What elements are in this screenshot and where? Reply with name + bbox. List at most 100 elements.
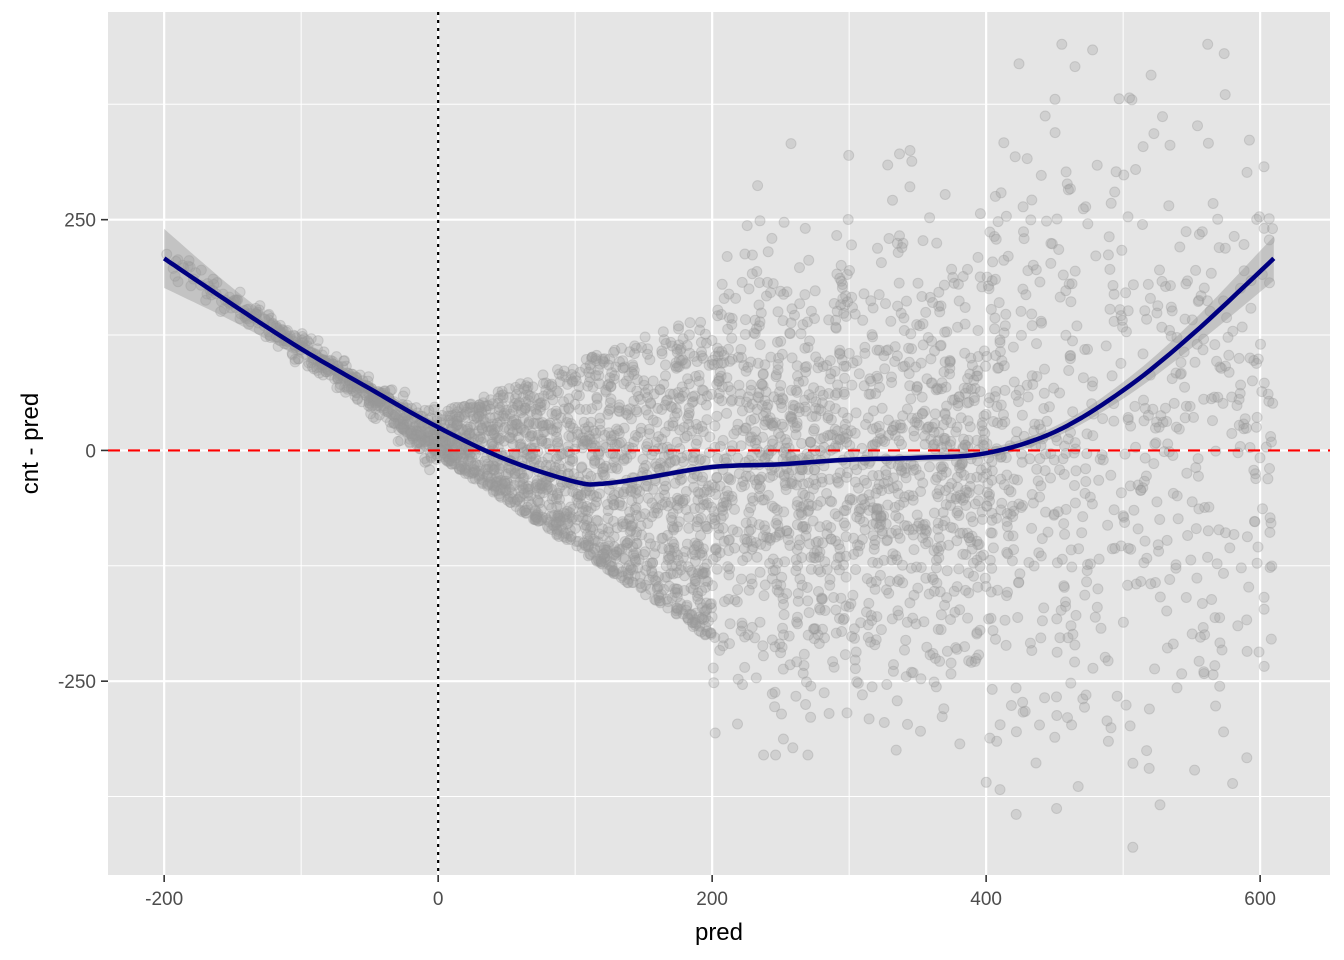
data-point: [563, 393, 575, 405]
data-point: [750, 672, 762, 684]
data-point: [880, 465, 892, 476]
data-point: [404, 416, 416, 428]
x-tick-label: 200: [696, 889, 728, 910]
data-point: [879, 363, 891, 375]
data-point: [1084, 491, 1096, 503]
data-point: [669, 477, 681, 489]
data-point: [399, 423, 411, 435]
data-point: [338, 355, 350, 367]
data-point: [960, 584, 971, 596]
data-point: [551, 517, 563, 529]
data-point: [301, 335, 313, 347]
data-point: [1102, 655, 1114, 667]
data-point: [1258, 603, 1270, 615]
data-point: [306, 361, 318, 373]
data-point: [185, 280, 197, 292]
data-point: [447, 409, 458, 421]
data-point: [758, 749, 770, 761]
y-tick-label: 250: [64, 211, 96, 232]
data-point: [1264, 512, 1276, 524]
x-tick-label: -200: [145, 889, 183, 910]
data-point: [945, 614, 956, 625]
data-point: [817, 361, 829, 372]
data-point: [854, 503, 866, 515]
data-point: [778, 216, 790, 228]
data-point: [824, 495, 836, 507]
data-point: [378, 404, 390, 416]
data-point: [571, 436, 583, 448]
data-point: [818, 432, 830, 444]
data-point: [886, 613, 898, 625]
data-point: [1251, 557, 1263, 569]
data-point: [766, 232, 778, 244]
data-point: [757, 531, 769, 542]
data-point: [281, 325, 293, 336]
data-point: [384, 416, 396, 428]
data-point: [320, 366, 332, 378]
data-point: [311, 343, 323, 355]
data-point: [907, 464, 919, 476]
data-point: [930, 681, 942, 693]
data-point: [1263, 213, 1275, 225]
data-point: [867, 302, 879, 314]
data-point: [419, 404, 431, 416]
data-point: [830, 321, 842, 333]
data-point: [184, 261, 196, 273]
data-point: [494, 490, 505, 502]
data-point: [609, 344, 621, 356]
data-point: [709, 632, 721, 643]
data-point: [580, 362, 592, 374]
data-point: [604, 536, 616, 548]
data-point: [792, 611, 803, 623]
data-point: [750, 426, 761, 438]
data-point: [293, 353, 305, 365]
data-point: [757, 369, 769, 381]
data-point: [792, 595, 804, 607]
data-point: [666, 401, 678, 413]
data-point: [1233, 352, 1245, 364]
data-point: [1154, 514, 1166, 525]
data-point: [1267, 223, 1278, 235]
data-point: [893, 277, 905, 289]
data-point: [787, 742, 799, 754]
data-point: [713, 376, 724, 387]
data-point: [413, 420, 425, 432]
data-point: [363, 394, 375, 406]
data-point: [547, 490, 559, 502]
data-point: [878, 350, 890, 362]
data-point: [1164, 139, 1176, 151]
data-point: [842, 214, 854, 225]
data-point: [818, 687, 830, 699]
data-point: [890, 744, 902, 756]
data-point: [546, 381, 558, 393]
data-point: [1093, 474, 1105, 486]
data-point: [530, 479, 542, 491]
data-point: [1015, 305, 1027, 317]
data-point: [952, 481, 964, 493]
data-point: [1036, 533, 1048, 545]
data-point: [965, 511, 977, 523]
data-point: [416, 430, 428, 442]
data-point: [671, 602, 683, 614]
data-point: [651, 583, 663, 595]
data-point: [772, 359, 784, 370]
data-point: [252, 306, 264, 318]
data-point: [890, 510, 902, 522]
data-point: [404, 433, 416, 445]
data-point: [980, 360, 991, 372]
data-point: [809, 285, 821, 297]
data-point: [802, 629, 814, 641]
data-point: [420, 434, 431, 446]
data-point: [1214, 637, 1226, 649]
data-point: [995, 504, 1007, 516]
data-point: [1057, 269, 1069, 281]
data-point: [263, 308, 275, 320]
data-point: [631, 509, 642, 521]
data-point: [752, 180, 764, 192]
data-point: [489, 412, 501, 424]
data-point: [998, 137, 1010, 149]
data-point: [688, 455, 700, 467]
data-point: [890, 550, 902, 562]
data-point: [917, 235, 929, 247]
data-point: [631, 406, 643, 418]
